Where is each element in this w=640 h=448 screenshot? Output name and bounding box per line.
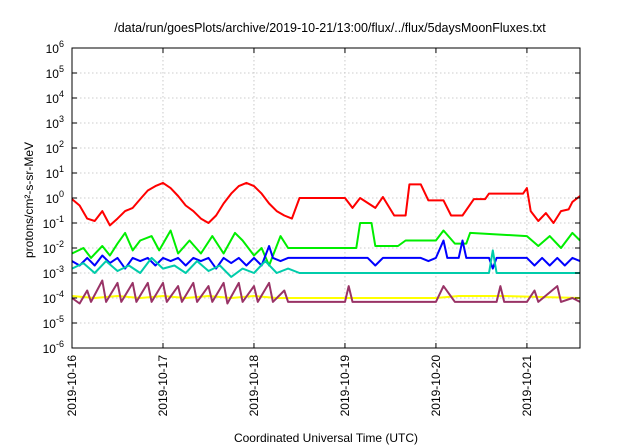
y-tick-label: 10-6 <box>43 339 64 356</box>
y-tick-label: 10-3 <box>43 264 64 281</box>
x-axis-label: Coordinated Universal Time (UTC) <box>234 431 418 445</box>
y-axis-label: protons/cm²-s-sr-MeV <box>22 142 36 258</box>
series-line-1 <box>71 181 581 227</box>
x-tick-label: 2019-10-17 <box>156 355 170 417</box>
axes <box>71 47 581 349</box>
y-tick-label: 106 <box>46 39 64 56</box>
x-tick-label: 2019-10-16 <box>65 355 79 417</box>
x-tick-label: 2019-10-18 <box>247 355 261 417</box>
y-tick-label: 10-1 <box>43 214 64 231</box>
x-tick-label: 2019-10-21 <box>520 355 534 417</box>
plot-frame <box>71 47 581 349</box>
y-tick-label: 103 <box>46 114 64 131</box>
tick-labels: 10-6 10-5 10-4 10-3 10-2 10-1 100 101 102 103 104 1… <box>43 39 534 416</box>
y-tick-label: 105 <box>46 64 64 81</box>
series-line-6 <box>71 279 581 305</box>
x-tick-label: 2019-10-20 <box>429 355 443 417</box>
chart-title: /data/run/goesPlots/archive/2019-10-21/1… <box>114 21 546 35</box>
y-tick-label: 10-4 <box>43 289 64 306</box>
y-tick-label: 101 <box>46 164 64 181</box>
series-line-3 <box>71 239 581 270</box>
grid-lines <box>72 48 580 348</box>
series-line-4 <box>71 249 580 278</box>
y-tick-label: 10-5 <box>43 314 64 331</box>
x-tick-label: 2019-10-19 <box>338 355 352 417</box>
y-tick-label: 102 <box>46 139 64 156</box>
y-tick-label: 104 <box>46 89 64 106</box>
y-tick-label: 10-2 <box>43 239 64 256</box>
y-tick-label: 100 <box>46 189 64 206</box>
series-layer <box>71 181 581 305</box>
